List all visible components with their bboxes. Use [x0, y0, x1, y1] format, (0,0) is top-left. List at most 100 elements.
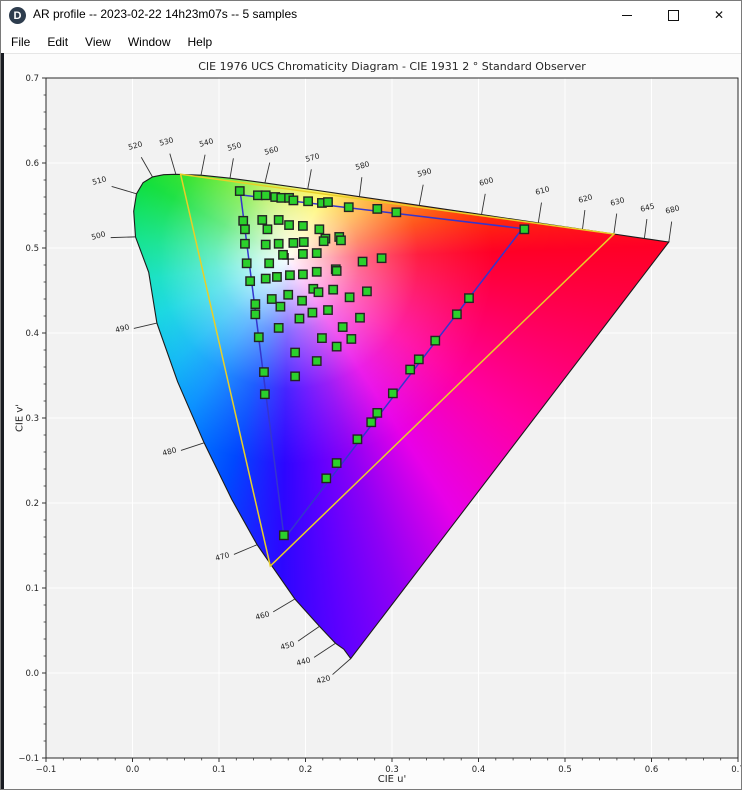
- wavelength-leader-line: [582, 210, 586, 230]
- wavelength-label: 580: [354, 159, 370, 171]
- sample-point: [240, 224, 250, 235]
- sample-point: [337, 322, 348, 332]
- sample-point: [343, 202, 354, 213]
- sample-point: [294, 313, 305, 324]
- sample-point: [245, 276, 256, 287]
- x-tick-label: −0.1: [36, 765, 57, 775]
- sample-point: [405, 364, 416, 375]
- sample-point: [273, 323, 284, 333]
- wavelength-label: 680: [664, 203, 680, 215]
- sample-point: [250, 299, 261, 309]
- sample-point: [257, 215, 268, 225]
- sample-point: [311, 356, 322, 366]
- sample-point: [451, 309, 462, 320]
- y-tick-label: 0.2: [25, 499, 39, 509]
- sample-point: [323, 305, 333, 315]
- plot-frame: [45, 77, 739, 759]
- sample-point: [519, 224, 530, 235]
- wavelength-label: 510: [91, 174, 107, 186]
- wavelength-label: 540: [198, 136, 214, 148]
- sample-point: [272, 272, 282, 282]
- wavelength-label: 470: [214, 550, 230, 562]
- sample-point: [413, 354, 424, 365]
- wide-gamut-triangle: [179, 173, 616, 568]
- sample-point: [387, 388, 398, 399]
- wavelength-label: 490: [114, 322, 130, 334]
- wavelength-leader-line: [133, 322, 157, 329]
- sample-point: [297, 295, 307, 306]
- x-tick-label: 0.0: [126, 765, 140, 775]
- wavelength-leader-line: [613, 213, 618, 235]
- sample-point: [314, 224, 325, 235]
- app-icon[interactable]: D: [9, 7, 26, 24]
- x-tick-label: 0.7: [731, 765, 742, 775]
- close-icon: ✕: [713, 8, 725, 22]
- sample-point: [262, 224, 273, 235]
- sample-point: [366, 417, 377, 428]
- sample-point: [355, 312, 365, 323]
- menu-view[interactable]: View: [85, 34, 111, 49]
- sample-point: [321, 473, 332, 484]
- x-tick-label: 0.1: [212, 765, 226, 775]
- sample-point: [288, 195, 299, 206]
- x-axis-label: CIE u': [377, 774, 407, 785]
- wavelength-label: 440: [295, 655, 311, 667]
- sample-point: [323, 197, 333, 207]
- y-tick-label: 0.7: [25, 74, 39, 84]
- minimize-icon: [622, 14, 632, 16]
- wavelength-label: 600: [478, 175, 494, 187]
- sample-point: [241, 258, 252, 269]
- wavelength-leader-line: [272, 598, 296, 613]
- wavelength-label: 460: [254, 609, 270, 621]
- sample-point: [260, 273, 271, 284]
- sample-point: [298, 269, 308, 280]
- y-tick-label: 0.5: [25, 244, 39, 254]
- menu-file[interactable]: File: [11, 34, 31, 49]
- sample-point: [464, 293, 474, 304]
- wavelength-label: 500: [90, 229, 106, 241]
- sample-point: [266, 294, 277, 304]
- chart-title: CIE 1976 UCS Chromaticity Diagram - CIE …: [198, 60, 586, 73]
- menu-window[interactable]: Window: [127, 34, 171, 49]
- close-button[interactable]: ✕: [696, 0, 742, 30]
- wavelength-leader-line: [643, 219, 648, 239]
- y-tick-label: 0.6: [25, 159, 39, 169]
- wavelength-leader-line: [110, 236, 136, 239]
- sample-point: [253, 332, 264, 343]
- sample-point: [344, 292, 355, 303]
- sample-point: [298, 249, 308, 259]
- maximize-button[interactable]: [650, 0, 696, 30]
- sample-point: [318, 236, 329, 247]
- sample-point: [317, 333, 327, 343]
- sample-point: [238, 215, 249, 226]
- sample-point: [346, 334, 357, 344]
- sample-point: [362, 286, 372, 297]
- y-tick-label: 0.0: [25, 669, 39, 679]
- white-point-cross: [282, 253, 295, 266]
- sample-point: [260, 239, 271, 250]
- sample-point: [259, 367, 269, 377]
- wavelength-label: 610: [534, 184, 550, 196]
- wavelength-label: 590: [416, 166, 432, 178]
- wavelength-label: 520: [127, 139, 143, 151]
- sample-point: [290, 371, 301, 382]
- minimize-button[interactable]: [604, 0, 650, 30]
- wavelength-label: 570: [304, 151, 320, 163]
- sample-point: [430, 335, 441, 346]
- sample-point: [331, 458, 342, 468]
- title-bar: D AR profile -- 2023-02-22 14h23m07s -- …: [0, 0, 742, 30]
- wavelength-leader-line: [313, 642, 336, 658]
- sample-point: [313, 287, 324, 298]
- wavelength-leader-line: [418, 184, 424, 206]
- sample-point: [372, 408, 383, 418]
- sample-point: [328, 284, 339, 295]
- sample-point: [234, 186, 245, 196]
- sample-point: [283, 289, 294, 300]
- x-tick-label: 0.3: [385, 765, 399, 775]
- sample-point: [298, 237, 309, 247]
- sample-point: [278, 530, 289, 541]
- menu-edit[interactable]: Edit: [47, 34, 69, 49]
- menu-help[interactable]: Help: [187, 34, 213, 49]
